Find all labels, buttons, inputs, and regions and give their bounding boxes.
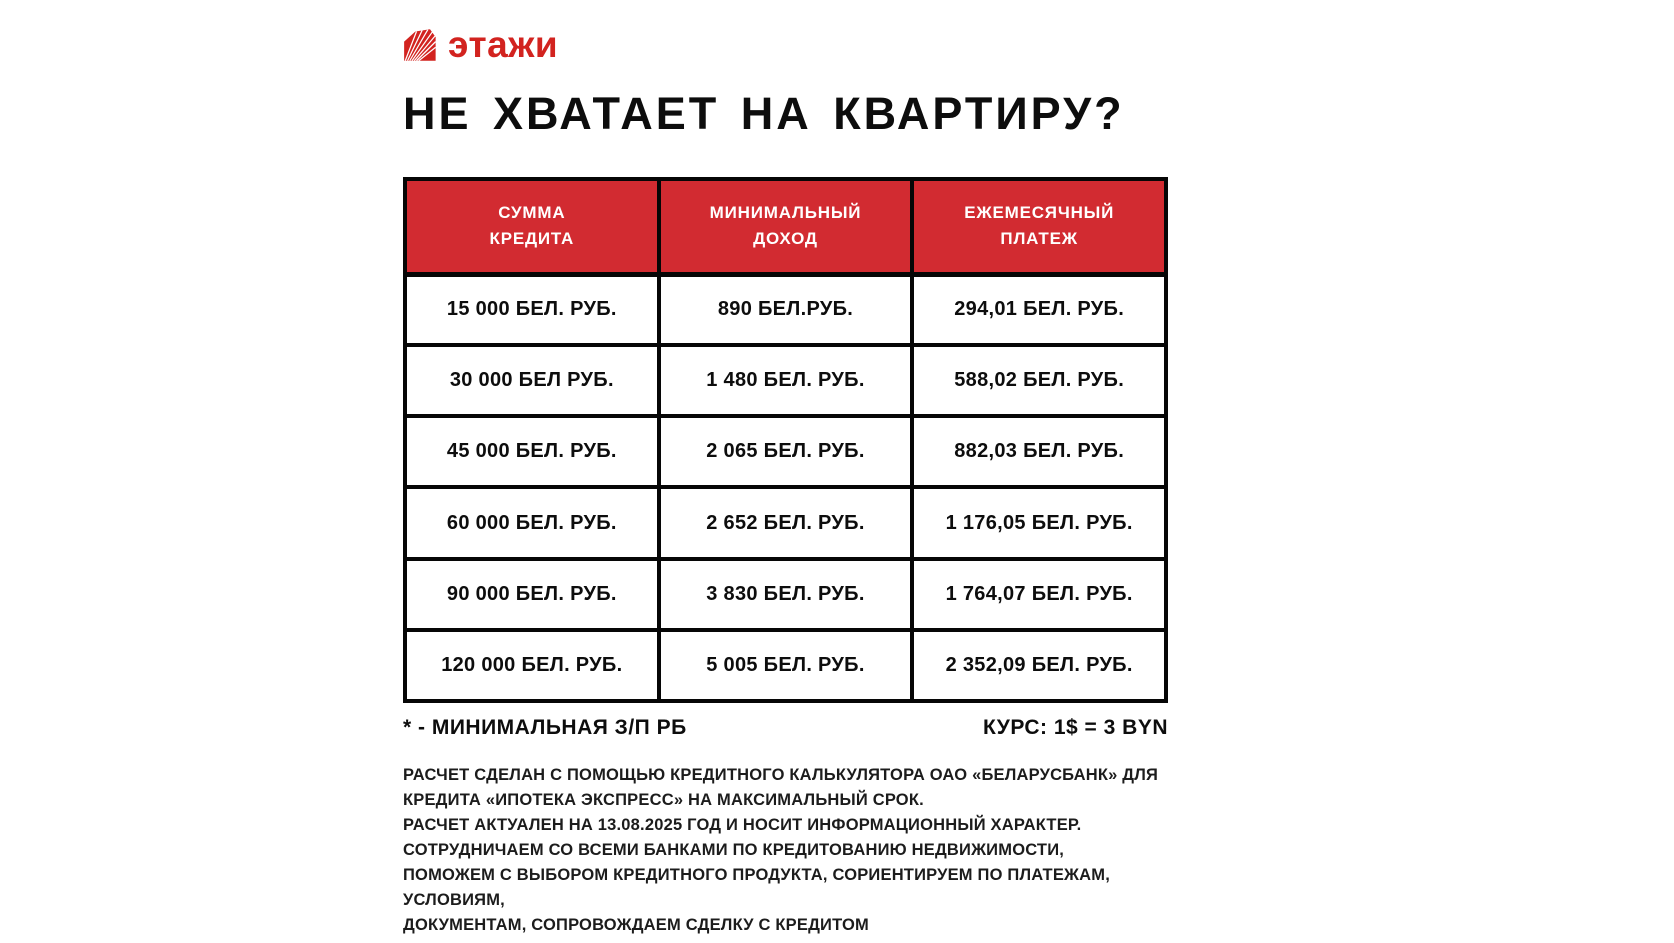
column-header-credit-sum: СУММА КРЕДИТА	[403, 177, 661, 277]
brand-logo-text: этажи	[448, 24, 559, 65]
table-row: 60 000 БЕЛ. РУБ. 2 652 БЕЛ. РУБ. 1 176,05 …	[403, 485, 1168, 561]
footnote-min-salary: * - МИНИМАЛЬНАЯ З/П РБ	[403, 716, 687, 739]
table-cell: 90 000 БЕЛ. РУБ.	[403, 556, 661, 632]
notes-line: КРЕДИТА «ИПОТЕКА ЭКСПРЕСС» НА МАКСИМАЛЬН…	[403, 791, 924, 809]
table-cell: 15 000 БЕЛ. РУБ.	[403, 271, 661, 348]
notes-line: РАСЧЕТ АКТУАЛЕН НА 13.08.2025 ГОД И НОСИ…	[403, 816, 1082, 834]
table-cell: 3 830 БЕЛ. РУБ.	[656, 556, 915, 632]
table-row: 45 000 БЕЛ. РУБ. 2 065 БЕЛ. РУБ. 882,03 БЕ…	[403, 414, 1168, 490]
table-cell: 45 000 БЕЛ. РУБ.	[403, 414, 661, 490]
table-cell: 1 176,05 БЕЛ. РУБ.	[910, 485, 1168, 561]
notes-line: УСЛОВИЯМ,	[403, 891, 505, 909]
table-cell: 2 065 БЕЛ. РУБ.	[656, 414, 915, 490]
table-cell: 2 652 БЕЛ. РУБ.	[656, 485, 915, 561]
footnote-row: * - МИНИМАЛЬНАЯ З/П РБ КУРС: 1$ = 3 BYN	[403, 716, 1168, 740]
table-cell: 890 БЕЛ.РУБ.	[656, 271, 915, 348]
table-row: 30 000 БЕЛ РУБ. 1 480 БЕЛ. РУБ. 588,02 БЕЛ…	[403, 343, 1168, 419]
table-cell: 1 480 БЕЛ. РУБ.	[656, 343, 915, 419]
table-cell: 5 005 БЕЛ. РУБ.	[656, 627, 915, 704]
table-cell: 2 352,09 БЕЛ. РУБ.	[910, 627, 1168, 704]
notes-line: ДОКУМЕНТАМ, СОПРОВОЖДАЕМ СДЕЛКУ С КРЕДИТ…	[403, 916, 869, 934]
table-cell: 30 000 БЕЛ РУБ.	[403, 343, 661, 419]
table-row: 15 000 БЕЛ. РУБ. 890 БЕЛ.РУБ. 294,01 БЕЛ. …	[403, 271, 1168, 348]
table-row: 90 000 БЕЛ. РУБ. 3 830 БЕЛ. РУБ. 1 764,07 …	[403, 556, 1168, 632]
footnote-exchange-rate: КУРС: 1$ = 3 BYN	[982, 716, 1168, 739]
house-fan-icon	[403, 28, 439, 62]
table-cell: 882,03 БЕЛ. РУБ.	[910, 414, 1168, 490]
column-header-monthly-payment: ЕЖЕМЕСЯЧНЫЙ ПЛАТЕЖ	[910, 177, 1168, 277]
table-cell: 1 764,07 БЕЛ. РУБ.	[910, 556, 1168, 632]
table-cell: 588,02 БЕЛ. РУБ.	[910, 343, 1168, 419]
brand-logo: этажи	[403, 26, 558, 63]
credit-table: СУММА КРЕДИТА МИНИМАЛЬНЫЙ ДОХОД ЕЖЕМЕСЯЧ…	[403, 177, 1168, 704]
notes-line: СОТРУДНИЧАЕМ СО ВСЕМИ БАНКАМИ ПО КРЕДИТО…	[403, 841, 1065, 859]
table-body: 15 000 БЕЛ. РУБ. 890 БЕЛ.РУБ. 294,01 БЕЛ. …	[403, 271, 1168, 704]
table-cell: 294,01 БЕЛ. РУБ.	[910, 271, 1168, 348]
notes-line: РАСЧЕТ СДЕЛАН С ПОМОЩЬЮ КРЕДИТНОГО КАЛЬК…	[403, 766, 1159, 784]
notes-line: ПОМОЖЕМ С ВЫБОРОМ КРЕДИТНОГО ПРОДУКТА, С…	[403, 866, 1110, 884]
table-header-row: СУММА КРЕДИТА МИНИМАЛЬНЫЙ ДОХОД ЕЖЕМЕСЯЧ…	[403, 177, 1168, 277]
page-title: НЕ ХВАТАЕТ НА КВАРТИРУ?	[403, 88, 1125, 139]
table-row: 120 000 БЕЛ. РУБ. 5 005 БЕЛ. РУБ. 2 352,09…	[403, 627, 1168, 704]
table-cell: 120 000 БЕЛ. РУБ.	[403, 627, 661, 704]
table-cell: 60 000 БЕЛ. РУБ.	[403, 485, 661, 561]
notes: РАСЧЕТ СДЕЛАН С ПОМОЩЬЮ КРЕДИТНОГО КАЛЬК…	[403, 763, 1193, 938]
column-header-min-income: МИНИМАЛЬНЫЙ ДОХОД	[656, 177, 915, 277]
